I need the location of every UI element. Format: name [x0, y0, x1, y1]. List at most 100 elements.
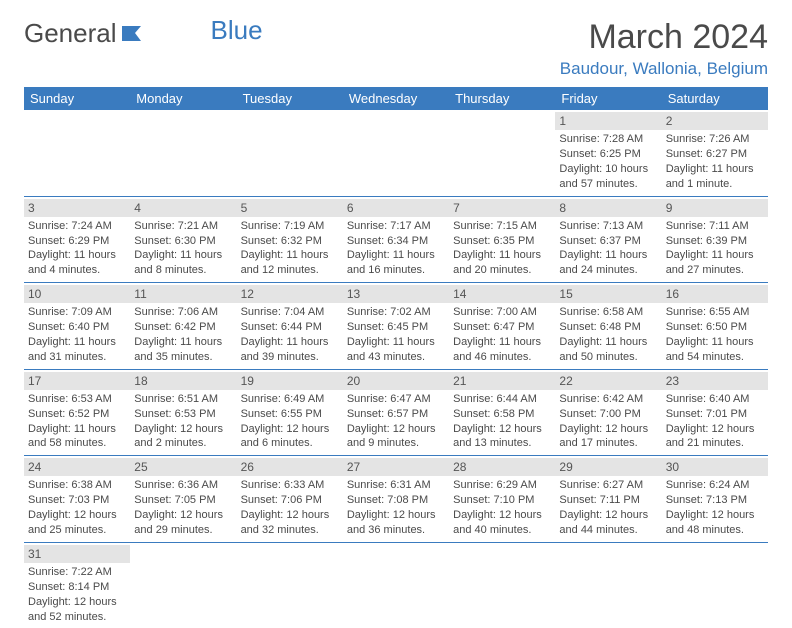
- calendar-cell: 4Sunrise: 7:21 AMSunset: 6:30 PMDaylight…: [130, 196, 236, 283]
- calendar-cell: 25Sunrise: 6:36 AMSunset: 7:05 PMDayligh…: [130, 456, 236, 543]
- cell-line: and 21 minutes.: [666, 436, 764, 451]
- cell-line: Sunset: 6:47 PM: [453, 320, 551, 335]
- cell-line: and 40 minutes.: [453, 523, 551, 538]
- cell-line: Sunset: 6:48 PM: [559, 320, 657, 335]
- cell-line: Daylight: 11 hours: [666, 248, 764, 263]
- cell-line: Sunset: 6:40 PM: [28, 320, 126, 335]
- calendar-cell: [343, 110, 449, 196]
- cell-line: and 2 minutes.: [134, 436, 232, 451]
- calendar-cell: 16Sunrise: 6:55 AMSunset: 6:50 PMDayligh…: [662, 283, 768, 370]
- cell-line: and 8 minutes.: [134, 263, 232, 278]
- day-number: 17: [24, 372, 130, 390]
- calendar-cell: 11Sunrise: 7:06 AMSunset: 6:42 PMDayligh…: [130, 283, 236, 370]
- cell-line: Sunset: 7:06 PM: [241, 493, 339, 508]
- calendar-row: 10 Sunrise: 7:09 AMSunset: 6:40 PM Dayligh…: [24, 283, 768, 370]
- calendar-cell: 8Sunrise: 7:13 AMSunset: 6:37 PMDaylight…: [555, 196, 661, 283]
- day-number: 5: [237, 199, 343, 217]
- calendar-cell: 20Sunrise: 6:47 AMSunset: 6:57 PMDayligh…: [343, 369, 449, 456]
- cell-line: and 32 minutes.: [241, 523, 339, 538]
- cell-line: and 57 minutes.: [559, 177, 657, 192]
- cell-line: Daylight: 12 hours: [134, 422, 232, 437]
- calendar-row: 24Sunrise: 6:38 AMSunset: 7:03 PMDayligh…: [24, 456, 768, 543]
- day-number: 23: [662, 372, 768, 390]
- day-number: 3: [24, 199, 130, 217]
- day-number: 12: [237, 285, 343, 303]
- cell-line: Sunrise: 6:24 AM: [666, 478, 764, 493]
- location: Baudour, Wallonia, Belgium: [560, 59, 768, 79]
- header: General Blue March 2024 Baudour, Walloni…: [24, 18, 768, 79]
- logo-text-1: General: [24, 18, 117, 49]
- day-number: 8: [555, 199, 661, 217]
- calendar-cell: [343, 542, 449, 628]
- cell-line: Daylight: 12 hours: [28, 595, 126, 610]
- calendar-cell: [130, 542, 236, 628]
- weekday-header: Sunday: [24, 87, 130, 110]
- cell-line: Daylight: 12 hours: [666, 508, 764, 523]
- cell-line: Sunrise: 7:28 AM: [559, 132, 657, 147]
- cell-line: Daylight: 12 hours: [453, 508, 551, 523]
- cell-line: and 29 minutes.: [134, 523, 232, 538]
- weekday-header: Saturday: [662, 87, 768, 110]
- cell-line: Sunset: 6:44 PM: [241, 320, 339, 335]
- day-number: 24: [24, 458, 130, 476]
- cell-line: Sunset: 6:34 PM: [347, 234, 445, 249]
- cell-line: Daylight: 12 hours: [347, 422, 445, 437]
- day-number: 9: [662, 199, 768, 217]
- cell-line: Daylight: 11 hours: [347, 248, 445, 263]
- cell-line: Sunrise: 6:33 AM: [241, 478, 339, 493]
- day-number: 28: [449, 458, 555, 476]
- calendar-cell: 15Sunrise: 6:58 AMSunset: 6:48 PMDayligh…: [555, 283, 661, 370]
- title-block: March 2024 Baudour, Wallonia, Belgium: [560, 18, 768, 79]
- day-number: 1: [555, 112, 661, 130]
- calendar-cell: 31Sunrise: 7:22 AMSunset: 8:14 PMDayligh…: [24, 542, 130, 628]
- day-number: 30: [662, 458, 768, 476]
- calendar-cell: 13Sunrise: 7:02 AMSunset: 6:45 PMDayligh…: [343, 283, 449, 370]
- cell-line: Daylight: 11 hours: [241, 248, 339, 263]
- day-number: 14: [449, 285, 555, 303]
- day-number: 2: [662, 112, 768, 130]
- cell-line: Sunrise: 7:11 AM: [666, 219, 764, 234]
- cell-line: Daylight: 11 hours: [28, 422, 126, 437]
- cell-line: Sunset: 7:10 PM: [453, 493, 551, 508]
- day-number: 10: [24, 285, 130, 303]
- logo: General Blue: [24, 18, 263, 49]
- cell-line: Sunset: 7:00 PM: [559, 407, 657, 422]
- cell-line: Daylight: 12 hours: [559, 422, 657, 437]
- calendar-cell: [662, 542, 768, 628]
- calendar-cell: 9Sunrise: 7:11 AMSunset: 6:39 PMDaylight…: [662, 196, 768, 283]
- cell-line: Sunrise: 7:09 AM: [28, 305, 126, 320]
- cell-line: Sunrise: 6:36 AM: [134, 478, 232, 493]
- cell-line: Sunrise: 6:38 AM: [28, 478, 126, 493]
- calendar-row: 3Sunrise: 7:24 AMSunset: 6:29 PMDaylight…: [24, 196, 768, 283]
- cell-line: Daylight: 11 hours: [666, 162, 764, 177]
- cell-line: Daylight: 11 hours: [134, 335, 232, 350]
- day-number: 20: [343, 372, 449, 390]
- cell-line: Sunset: 6:58 PM: [453, 407, 551, 422]
- calendar-row: 1Sunrise: 7:28 AMSunset: 6:25 PMDaylight…: [24, 110, 768, 196]
- cell-line: Sunset: 6:52 PM: [28, 407, 126, 422]
- cell-line: and 9 minutes.: [347, 436, 445, 451]
- cell-line: and 25 minutes.: [28, 523, 126, 538]
- cell-line: Sunrise: 6:29 AM: [453, 478, 551, 493]
- weekday-header: Monday: [130, 87, 236, 110]
- cell-line: Sunset: 6:42 PM: [134, 320, 232, 335]
- cell-line: and 35 minutes.: [134, 350, 232, 365]
- cell-line: and 12 minutes.: [241, 263, 339, 278]
- calendar-cell: 28 Sunrise: 6:29 AMSunset: 7:10 PMDayligh…: [449, 456, 555, 543]
- day-number: 25: [130, 458, 236, 476]
- cell-line: Sunrise: 6:44 AM: [453, 392, 551, 407]
- logo-flag-icon: [121, 18, 147, 49]
- cell-line: Daylight: 11 hours: [559, 335, 657, 350]
- calendar-cell: 19Sunrise: 6:49 AMSunset: 6:55 PMDayligh…: [237, 369, 343, 456]
- cell-line: Daylight: 12 hours: [666, 422, 764, 437]
- calendar-cell: [130, 110, 236, 196]
- calendar-cell: [449, 110, 555, 196]
- cell-line: Daylight: 11 hours: [28, 248, 126, 263]
- cell-line: Sunset: 6:35 PM: [453, 234, 551, 249]
- weekday-header: Wednesday: [343, 87, 449, 110]
- weekday-header: Tuesday: [237, 87, 343, 110]
- cell-line: Sunset: 6:50 PM: [666, 320, 764, 335]
- calendar-cell: [449, 542, 555, 628]
- calendar-table: SundayMondayTuesdayWednesdayThursdayFrid…: [24, 87, 768, 628]
- cell-line: Sunset: 6:53 PM: [134, 407, 232, 422]
